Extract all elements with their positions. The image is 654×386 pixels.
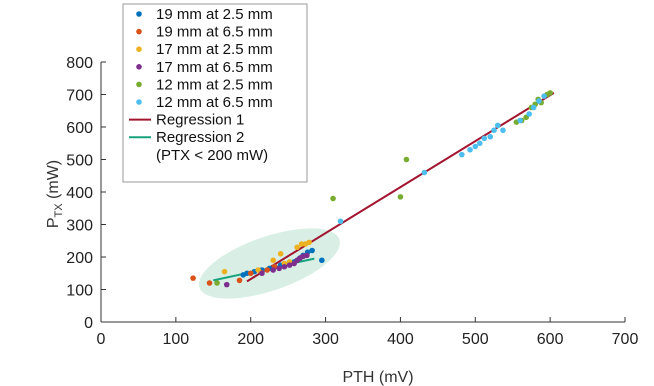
data-point [247,270,254,277]
y-axis-label-main: P [45,217,62,228]
legend-label: 12 mm at 2.5 mm [156,76,273,93]
legend-marker [136,99,142,105]
data-point [337,218,344,225]
legend-label: 17 mm at 2.5 mm [156,41,273,58]
data-point [526,111,532,117]
data-point [500,127,506,134]
data-point [270,257,276,264]
data-point [330,195,336,202]
data-point [472,143,479,150]
data-point [547,90,553,96]
legend-label: Regression 1 [156,112,244,129]
y-axis-label-subscript: TX [53,203,65,218]
data-point [536,98,542,104]
data-point [294,244,300,251]
data-point [276,265,282,272]
data-point [206,280,213,286]
data-point [264,267,270,273]
y-tick-label: 800 [66,55,93,72]
x-tick-label: 100 [163,331,190,348]
data-point [281,263,288,270]
y-tick-label: 200 [66,250,93,267]
data-point [223,281,230,288]
y-ticks: 0 100 200 300 400 500 600 700 800 [66,55,106,332]
highlight-ellipse [198,228,340,299]
y-tick-label: 600 [66,120,93,137]
x-tick-label: 200 [237,331,264,348]
y-axis-label-unit: (mW) [45,160,62,204]
data-point [481,135,488,142]
legend-label: 19 mm at 2.5 mm [156,6,273,23]
y-axis-label: PTX (mW) [45,160,65,228]
data-point [270,267,276,273]
data-point [541,93,547,99]
y-tick-label: 0 [84,315,93,332]
data-point [476,140,483,147]
highlight-ellipse-layer [198,228,340,299]
data-point [459,151,465,158]
legend-label: 17 mm at 6.5 mm [156,59,273,76]
data-point [304,252,310,259]
legend-marker [136,81,142,88]
x-tick-label: 700 [612,331,639,348]
legend-label: 19 mm at 6.5 mm [156,24,273,41]
x-ticks: 0 100 200 300 400 500 600 700 [97,317,639,348]
data-point [306,239,312,246]
x-tick-label: 500 [462,331,489,348]
data-point [467,146,473,153]
data-point [309,247,315,254]
data-point [397,194,404,200]
data-point [259,270,265,277]
legend-marker [136,28,142,35]
data-points [190,90,553,288]
data-point [286,262,293,268]
y-tick-label: 300 [66,218,93,235]
legend-label: 12 mm at 6.5 mm [156,94,273,111]
x-tick-label: 600 [537,331,564,348]
legend-box [122,3,308,183]
x-tick-label: 400 [387,331,414,348]
data-point [214,280,220,286]
x-axis-label: PTH (mV) [342,369,413,386]
regression-line-1 [246,92,555,283]
y-tick-label: 700 [66,88,93,105]
legend-marker [136,11,142,17]
data-point [421,169,428,176]
data-point [190,275,196,281]
x-tick-label: 300 [312,331,339,348]
data-point [236,277,243,284]
data-point [221,268,228,275]
y-tick-label: 500 [66,153,93,170]
data-point [517,117,523,124]
legend-label: Regression 2 [156,129,244,146]
data-point [319,257,325,264]
legend-label-note: (PTX < 200 mW) [156,147,268,164]
legend-marker [136,64,142,70]
data-point [277,250,284,257]
x-tick-label: 0 [97,331,106,348]
data-point [487,133,494,140]
data-point [491,127,497,134]
data-point [255,267,261,273]
y-tick-label: 400 [66,185,93,202]
data-point [403,156,410,163]
data-point [530,104,537,111]
data-point [494,122,501,129]
y-tick-label: 100 [66,283,93,300]
legend-marker [136,46,142,52]
